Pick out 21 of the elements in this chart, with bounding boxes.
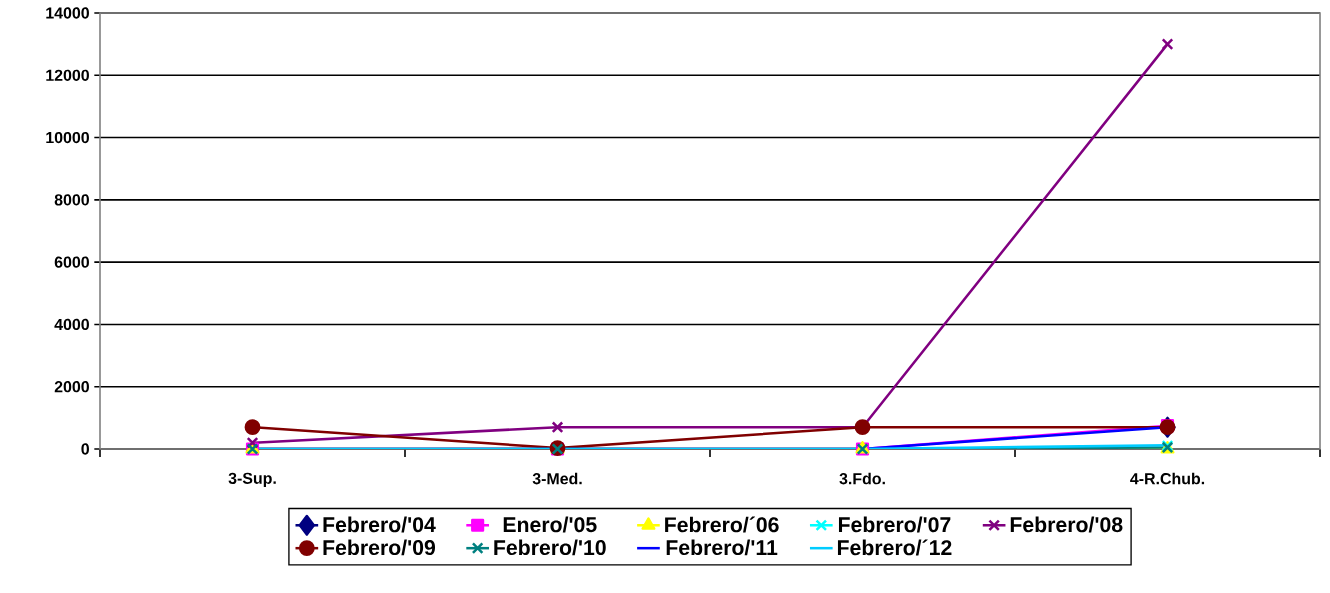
legend-label: Febrero/'10 [494, 539, 606, 556]
y-tick-label: 14000 [46, 7, 89, 19]
x-tick-label: 3.Fdo. [839, 472, 885, 485]
legend-label: Febrero/'04 [323, 516, 436, 533]
legend-label: Febrero/'08 [1010, 516, 1123, 533]
y-tick-label: 8000 [54, 194, 89, 206]
legend-label: Febrero/'11 [666, 539, 778, 556]
y-tick-label: 10000 [46, 131, 89, 144]
x-tick-label: 3-Med. [532, 472, 582, 485]
x-tick-label: 3-Sup. [228, 472, 276, 488]
y-tick-label: 2000 [54, 381, 89, 393]
legend-label: Febrero/'07 [838, 516, 951, 533]
legend-label: Febrero/'09 [323, 539, 436, 556]
y-tick-label: 6000 [54, 256, 89, 268]
y-tick-label: 0 [81, 443, 89, 455]
legend-label: Febrero/´12 [837, 539, 952, 556]
legend-label: Enero/'05 [503, 516, 597, 533]
x-tick-label: 4-R.Chub. [1130, 472, 1205, 485]
y-tick-label: 12000 [46, 69, 89, 81]
legend-label: Febrero/´06 [665, 516, 779, 533]
y-tick-label: 4000 [54, 318, 89, 331]
